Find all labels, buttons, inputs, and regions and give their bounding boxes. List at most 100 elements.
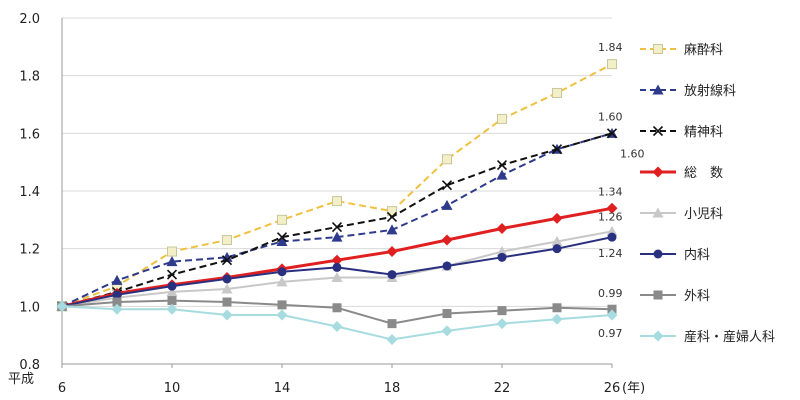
data-point xyxy=(606,225,618,236)
legend-label: 麻酔科 xyxy=(684,43,723,58)
data-point xyxy=(496,169,508,180)
data-point xyxy=(386,333,398,345)
data-point xyxy=(331,221,343,233)
data-point xyxy=(111,274,123,285)
data-point xyxy=(332,262,342,272)
legend-label: 外科 xyxy=(684,289,710,304)
x-tick-label: 14 xyxy=(274,381,291,396)
data-point xyxy=(387,319,397,329)
y-tick-label: 1.6 xyxy=(19,127,40,142)
data-point xyxy=(166,269,178,280)
gridlines xyxy=(62,17,612,365)
data-point xyxy=(166,286,178,297)
legend-label: 総 数 xyxy=(684,166,723,181)
data-point xyxy=(551,144,563,155)
end-value-label: 1.24 xyxy=(598,247,623,260)
y-tick-label: 0.8 xyxy=(19,358,40,373)
data-point xyxy=(551,235,563,246)
y-tick-label: 1.2 xyxy=(19,243,40,258)
data-point xyxy=(607,232,617,242)
data-point xyxy=(56,300,68,312)
data-point xyxy=(441,180,453,191)
x-tick-label: 26 xyxy=(604,381,621,396)
data-point xyxy=(221,255,233,266)
end-value-label: 1.34 xyxy=(598,185,623,198)
data-point xyxy=(222,274,232,284)
data-point xyxy=(276,232,288,243)
data-point xyxy=(167,296,177,306)
data-point xyxy=(222,235,232,246)
data-point xyxy=(166,256,178,267)
x-tick-label: 6 xyxy=(58,381,66,396)
data-point xyxy=(497,252,507,262)
data-point xyxy=(497,306,507,316)
legend-item: 小児科 xyxy=(640,207,723,222)
data-point xyxy=(606,202,618,214)
data-point xyxy=(496,318,508,330)
legend-label: 放射線科 xyxy=(684,83,736,99)
x-axis-era-label: 平成 xyxy=(8,372,34,387)
end-value-label: 1.26 xyxy=(598,210,623,223)
data-point xyxy=(277,214,287,225)
data-point xyxy=(387,270,397,280)
data-point xyxy=(277,300,287,310)
series-内科 xyxy=(57,232,617,311)
x-tick-label: 18 xyxy=(384,381,401,396)
legend-item: 麻酔科 xyxy=(640,43,723,58)
data-point xyxy=(606,309,618,321)
data-point xyxy=(386,246,398,258)
data-point xyxy=(552,303,562,313)
data-point xyxy=(332,303,342,313)
data-point xyxy=(441,199,453,210)
data-point xyxy=(111,303,123,315)
legend-item: 放射線科 xyxy=(640,83,736,99)
data-point xyxy=(112,297,122,307)
legend-label: 精神科 xyxy=(684,125,723,140)
data-point xyxy=(387,206,397,217)
data-point xyxy=(221,283,233,294)
data-point xyxy=(652,125,664,137)
data-point xyxy=(221,309,233,321)
data-point xyxy=(332,196,342,207)
legend-label: 内科 xyxy=(684,247,710,263)
data-point xyxy=(331,231,343,242)
end-value-label: 0.97 xyxy=(598,327,623,340)
legend-item: 外科 xyxy=(640,289,710,304)
data-point xyxy=(442,261,452,271)
data-point xyxy=(552,244,562,254)
data-point xyxy=(166,303,178,315)
legend-item: 精神科 xyxy=(640,125,723,140)
data-point xyxy=(112,290,122,300)
data-point xyxy=(276,276,288,287)
data-point xyxy=(607,59,617,70)
data-point xyxy=(276,235,288,246)
data-point xyxy=(331,321,343,333)
y-tick-label: 1.4 xyxy=(19,185,40,200)
x-tick-label: 10 xyxy=(164,381,181,396)
x-tick-label: 22 xyxy=(494,381,511,396)
data-point xyxy=(331,272,343,282)
legend-label: 小児科 xyxy=(684,207,723,222)
y-tick-label: 2.0 xyxy=(19,12,40,27)
data-point xyxy=(442,309,452,319)
data-point xyxy=(652,330,664,342)
end-value-label: 1.60 xyxy=(598,110,623,123)
data-point xyxy=(551,313,563,325)
data-point xyxy=(221,251,233,262)
data-point xyxy=(606,128,618,139)
data-labels: 1.84 1.60 1.60 1.34 1.26 1.24 0.99 0.97 xyxy=(598,41,645,340)
series-line xyxy=(61,63,613,308)
data-point xyxy=(652,84,664,95)
legend-item: 総 数 xyxy=(640,166,723,181)
data-point xyxy=(441,325,453,337)
data-point xyxy=(653,44,663,54)
data-point xyxy=(552,87,562,98)
data-point xyxy=(551,212,563,224)
data-point xyxy=(652,207,664,218)
series-group xyxy=(56,59,618,345)
data-point xyxy=(652,166,664,178)
y-tick-label: 1.0 xyxy=(19,300,40,315)
x-axis: 6 10 14 18 22 26 平成 (年) xyxy=(8,363,645,396)
